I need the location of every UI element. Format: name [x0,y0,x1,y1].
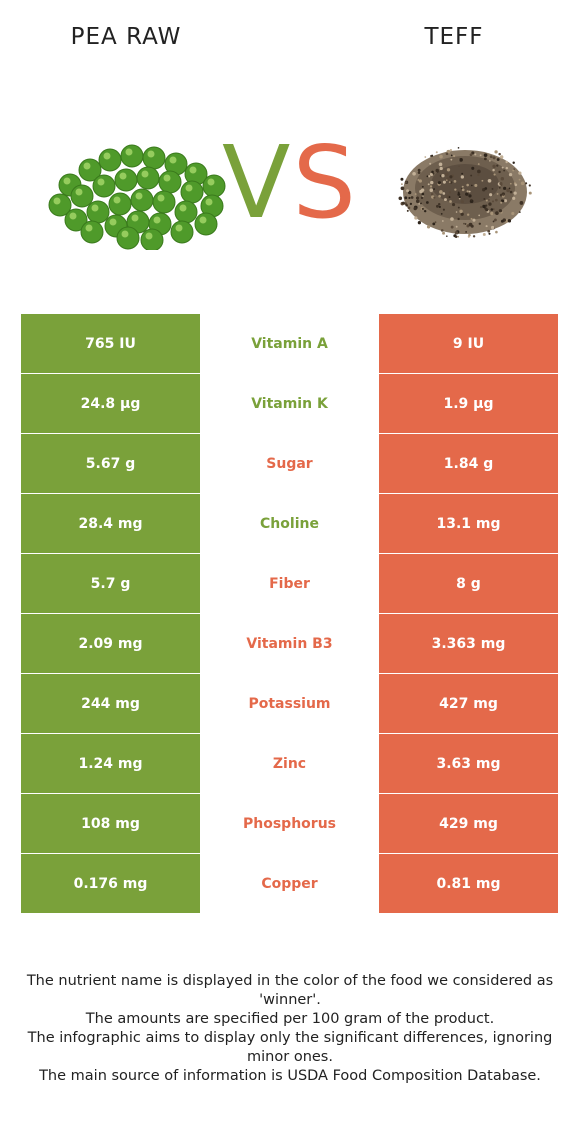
right-value: 3.63 mg [379,733,558,794]
nutrient-row: 244 mg Potassium 427 mg [21,673,558,734]
right-value: 9 IU [379,314,558,374]
nutrient-name: Potassium [200,673,379,734]
footnote-line: The nutrient name is displayed in the co… [26,973,554,1008]
nutrient-name: Vitamin K [200,373,379,434]
green-peas-image [48,144,226,250]
left-food-title: PEA RAW [70,24,182,50]
footnote-line: The main source of information is USDA F… [39,1068,541,1084]
nutrient-row: 1.24 mg Zinc 3.63 mg [21,733,558,794]
left-value: 5.67 g [21,433,200,494]
right-value: 3.363 mg [379,613,558,674]
right-value: 429 mg [379,793,558,854]
nutrient-row: 5.67 g Sugar 1.84 g [21,433,558,494]
left-value: 2.09 mg [21,613,200,674]
nutrient-name: Sugar [200,433,379,494]
teff-grain-pile-image [398,146,532,238]
left-value: 108 mg [21,793,200,854]
right-value: 1.84 g [379,433,558,494]
nutrient-row: 28.4 mg Choline 13.1 mg [21,493,558,554]
nutrient-name: Copper [200,853,379,914]
nutrient-name: Phosphorus [200,793,379,854]
vs-v-letter: V [222,124,293,241]
vs-s-letter: S [292,124,358,241]
nutrient-row: 5.7 g Fiber 8 g [21,553,558,614]
right-value: 0.81 mg [379,853,558,914]
left-value: 765 IU [21,314,200,374]
nutrient-name: Vitamin A [200,314,379,374]
right-value: 427 mg [379,673,558,734]
left-value: 24.8 µg [21,373,200,434]
footnote-line: The infographic aims to display only the… [27,1030,553,1065]
left-value: 1.24 mg [21,733,200,794]
nutrient-row: 0.176 mg Copper 0.81 mg [21,853,558,914]
nutrient-row: 24.8 µg Vitamin K 1.9 µg [21,373,558,434]
nutrient-name: Fiber [200,553,379,614]
left-value: 28.4 mg [21,493,200,554]
right-value: 13.1 mg [379,493,558,554]
footnote-line: The amounts are specified per 100 gram o… [85,1011,495,1027]
nutrient-name: Zinc [200,733,379,794]
nutrient-name: Choline [200,493,379,554]
nutrient-name: Vitamin B3 [200,613,379,674]
left-value: 5.7 g [21,553,200,614]
nutrient-row: 108 mg Phosphorus 429 mg [21,793,558,854]
vs-label: VS [220,128,360,238]
footnote: The nutrient name is displayed in the co… [18,972,562,1086]
left-value: 244 mg [21,673,200,734]
right-value: 1.9 µg [379,373,558,434]
nutrient-row: 2.09 mg Vitamin B3 3.363 mg [21,613,558,674]
right-food-title: TEFF [424,24,484,50]
right-value: 8 g [379,553,558,614]
left-value: 0.176 mg [21,853,200,914]
